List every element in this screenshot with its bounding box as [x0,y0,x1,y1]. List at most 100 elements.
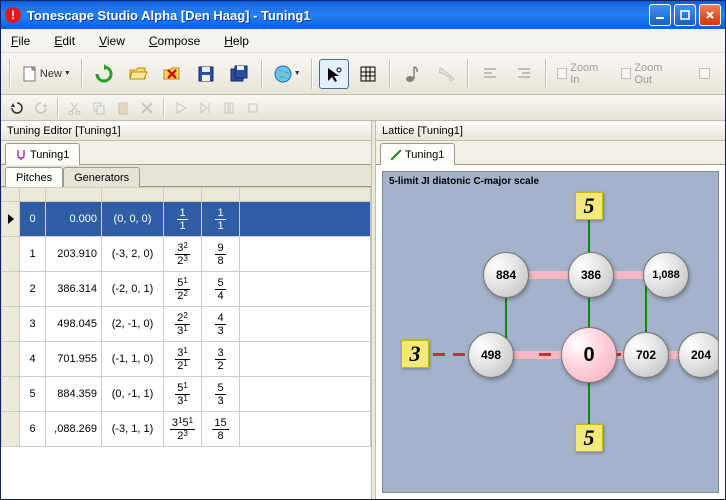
menu-file[interactable]: File [11,34,30,48]
subtab-pitches[interactable]: Pitches [5,167,63,187]
lattice-node[interactable]: 386 [568,252,614,298]
note-icon [403,65,421,83]
folder-close-icon [162,64,182,84]
table-row[interactable]: 4701.955(-1, 1, 0)312132 [2,342,371,377]
delete-button [137,98,157,118]
play-icon [175,102,187,114]
lattice-node-center[interactable]: 0 [561,327,617,383]
lattice-canvas[interactable]: 5-limit JI diatonic C-major scale 5 5 [382,171,719,493]
lattice-dash [453,353,465,356]
tool-cursor-button[interactable] [319,59,349,89]
save-button[interactable] [191,59,221,89]
close-button[interactable] [699,4,721,26]
chevron-down-icon: ▼ [294,70,301,77]
table-row[interactable]: 6,088.269(-3, 1, 1)315123158 [2,412,371,447]
delete-icon [140,101,154,115]
zoom-out-button: Zoom Out [617,59,685,89]
lattice-node[interactable]: 702 [623,332,669,378]
table-row[interactable]: 5884.359(0, -1, 1)513153 [2,377,371,412]
paste-icon [116,101,130,115]
lattice-node[interactable]: 884 [483,252,529,298]
new-label: New [40,68,62,80]
tab-tuning1-right[interactable]: Tuning1 [380,143,455,165]
app-icon: ! [5,7,21,23]
chevron-down-icon: ▼ [64,70,71,77]
lattice-dash [433,353,445,356]
menu-help[interactable]: Help [224,34,249,48]
tool-bone-button [431,59,461,89]
save-all-icon [229,64,251,84]
globe-button[interactable]: ▼ [269,59,305,89]
titlebar[interactable]: ! Tonescape Studio Alpha [Den Haag] - Tu… [1,1,725,29]
square-checkbox-icon [699,68,710,79]
table-row[interactable]: 00.000(0, 0, 0)1111 [2,202,371,237]
undo-button[interactable] [7,98,27,118]
subtab-strip: Pitches Generators [1,165,371,187]
step-button [195,98,215,118]
subtab-generators[interactable]: Generators [63,167,140,187]
table-row[interactable]: 2386.314(-2, 0, 1)512254 [2,272,371,307]
pitch-grid[interactable]: 00.000(0, 0, 0)11111203.910(-3, 2, 0)322… [1,187,371,499]
align-right-icon [515,65,533,83]
cursor-path-icon [325,65,343,83]
menu-compose[interactable]: Compose [149,34,200,48]
step-icon [199,102,211,114]
close-file-button[interactable] [157,59,187,89]
copy-button [89,98,109,118]
tool-grid-button[interactable] [353,59,383,89]
refresh-icon [94,64,114,84]
axis-label-left: 3 [401,340,429,368]
pause-button [219,98,239,118]
main-toolbar: New ▼ ▼ Zoom In Zoom Out [1,53,725,95]
window-buttons [649,4,721,26]
table-row[interactable]: 1203.910(-3, 2, 0)322398 [2,237,371,272]
table-row[interactable]: 3498.045(2, -1, 0)223143 [2,307,371,342]
lattice-node[interactable]: 498 [468,332,514,378]
tab-tuning1-left[interactable]: Tuning1 [5,143,80,165]
undo-icon [9,101,25,115]
grid-icon [359,65,377,83]
lattice-dash [539,353,551,356]
minimize-button[interactable] [649,4,671,26]
client-area: Tuning Editor [Tuning1] Tuning1 Pitches … [1,121,725,499]
open-button[interactable] [123,59,153,89]
pause-icon [223,102,235,114]
new-button[interactable]: New ▼ [17,59,75,89]
lattice-tabstrip: Tuning1 [376,141,725,165]
lattice-pane: Lattice [Tuning1] Tuning1 5-limit JI dia… [376,121,725,499]
zoom-in-checkbox-icon [557,68,568,79]
zoom-in-label: Zoom In [570,62,609,86]
redo-icon [33,101,49,115]
tuning-tabstrip: Tuning1 [1,141,371,165]
menu-view[interactable]: View [99,34,125,48]
align-right-button [509,59,539,89]
tuning-fork-icon [16,150,26,160]
cut-button [65,98,85,118]
stop-icon [247,102,259,114]
copy-icon [92,101,106,115]
save-all-button[interactable] [225,59,255,89]
zoom-in-button: Zoom In [553,59,613,89]
bone-icon [437,65,455,83]
new-document-icon [21,65,37,83]
align-left-icon [481,65,499,83]
axis-label-bottom: 5 [575,424,603,452]
lattice-node[interactable]: 204 [678,332,719,378]
menubar: File Edit View Compose Help [1,29,725,53]
save-icon [196,64,216,84]
zoom-out-label: Zoom Out [634,62,681,86]
edit-toolbar [1,95,725,121]
paste-button [113,98,133,118]
refresh-button[interactable] [89,59,119,89]
maximize-button[interactable] [674,4,696,26]
globe-icon [273,64,292,84]
tab-label: Tuning1 [30,149,69,161]
lattice-node[interactable]: 1,088 [643,252,689,298]
lattice-edge-v [588,212,590,432]
folder-open-icon [128,64,148,84]
window-title: Tonescape Studio Alpha [Den Haag] - Tuni… [27,8,649,23]
redo-button [31,98,51,118]
tuning-editor-header: Tuning Editor [Tuning1] [1,121,371,141]
menu-edit[interactable]: Edit [54,34,75,48]
lattice-caption: 5-limit JI diatonic C-major scale [389,176,539,187]
